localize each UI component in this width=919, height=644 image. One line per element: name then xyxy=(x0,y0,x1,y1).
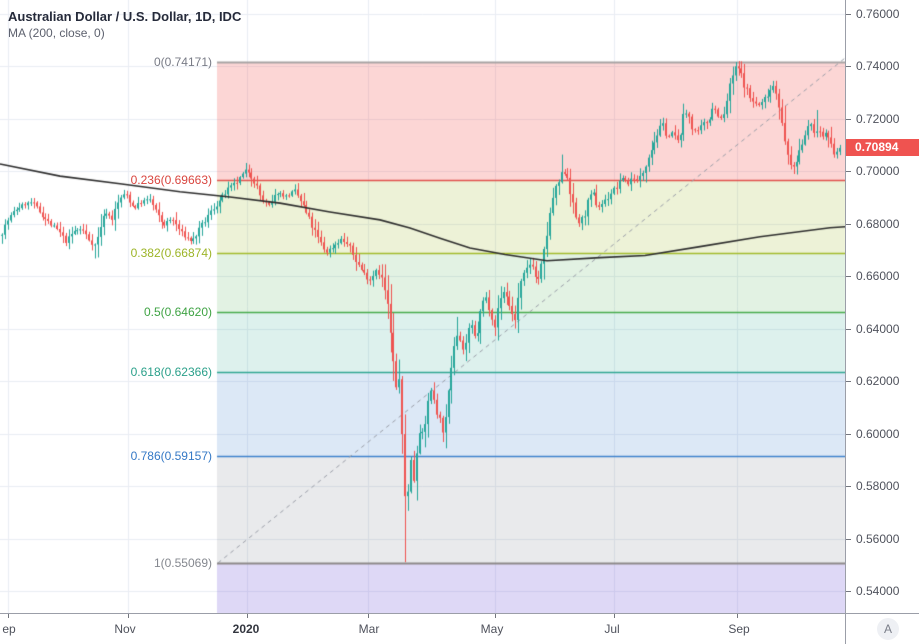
time-tick-label: 2020 xyxy=(232,622,260,636)
price-tick-label: 0.58000 xyxy=(856,479,900,494)
fib-level-label: 0.618(0.62366) xyxy=(130,364,212,379)
price-tick-mark xyxy=(846,381,851,382)
price-tick-label: 0.68000 xyxy=(856,216,900,231)
fib-level-label: 0(0.74171) xyxy=(153,54,212,69)
price-tick-mark xyxy=(846,486,851,487)
time-tick-label: May xyxy=(480,622,504,636)
price-tick-label: 0.76000 xyxy=(856,7,900,21)
price-tick-label: 0.60000 xyxy=(856,426,900,441)
indicator-label: MA (200, close, 0) xyxy=(8,26,105,40)
price-tick-mark xyxy=(846,539,851,540)
time-tick-mark xyxy=(495,614,496,618)
price-tick-label: 0.56000 xyxy=(856,531,900,546)
time-tick-label: Sep xyxy=(728,622,750,636)
price-tick-mark xyxy=(846,66,851,67)
fib-level-label: 0.236(0.69663) xyxy=(130,173,212,188)
time-tick-label: Jul xyxy=(604,622,620,636)
time-tick-label: Mar xyxy=(358,622,380,636)
price-tick-mark xyxy=(846,224,851,225)
price-tick-mark xyxy=(846,591,851,592)
time-axis[interactable]: ep Nov 2020 Mar May Jul Sep xyxy=(0,614,919,644)
price-tick-mark xyxy=(846,276,851,277)
price-tick-mark xyxy=(846,119,851,120)
fib-level-label: 0.382(0.66874) xyxy=(130,246,212,261)
price-tick-label: 0.64000 xyxy=(856,321,900,336)
time-tick-mark xyxy=(128,614,129,618)
price-tick-label: 0.62000 xyxy=(856,374,900,389)
price-tick-label: 0.70000 xyxy=(856,164,900,179)
price-tick-label: 0.74000 xyxy=(856,59,900,74)
price-axis[interactable]: 0.70894 0.76000 0.74000 0.72000 0.70000 0.68… xyxy=(846,0,919,613)
auto-scale-button[interactable]: A xyxy=(877,618,899,640)
time-tick-mark xyxy=(8,614,9,618)
time-tick-mark xyxy=(614,614,615,618)
time-tick-label: Nov xyxy=(114,622,136,636)
price-tick-mark xyxy=(846,171,851,172)
price-tick-label: 0.72000 xyxy=(856,111,900,126)
time-tick-mark xyxy=(737,614,738,618)
price-tick-mark xyxy=(846,14,851,15)
price-tick-label: 0.54000 xyxy=(856,583,900,598)
fib-level-label: 0.786(0.59157) xyxy=(130,448,212,463)
last-price-badge: 0.70894 xyxy=(846,139,919,157)
price-tick-label: 0.66000 xyxy=(856,269,900,284)
price-chart-canvas[interactable] xyxy=(0,0,845,613)
time-tick-mark xyxy=(247,614,248,618)
symbol-title: Australian Dollar / U.S. Dollar, 1D, IDC xyxy=(8,9,242,24)
axis-horizontal-border xyxy=(0,613,919,614)
chart-legend: Australian Dollar / U.S. Dollar, 1D, IDC… xyxy=(8,8,241,41)
time-tick-label: ep xyxy=(2,622,16,636)
time-tick-mark xyxy=(368,614,369,618)
axis-vertical-border xyxy=(845,0,846,644)
price-tick-mark xyxy=(846,329,851,330)
price-tick-mark xyxy=(846,434,851,435)
fib-level-label: 1(0.55069) xyxy=(153,555,212,570)
fib-level-label: 0.5(0.64620) xyxy=(143,305,212,320)
